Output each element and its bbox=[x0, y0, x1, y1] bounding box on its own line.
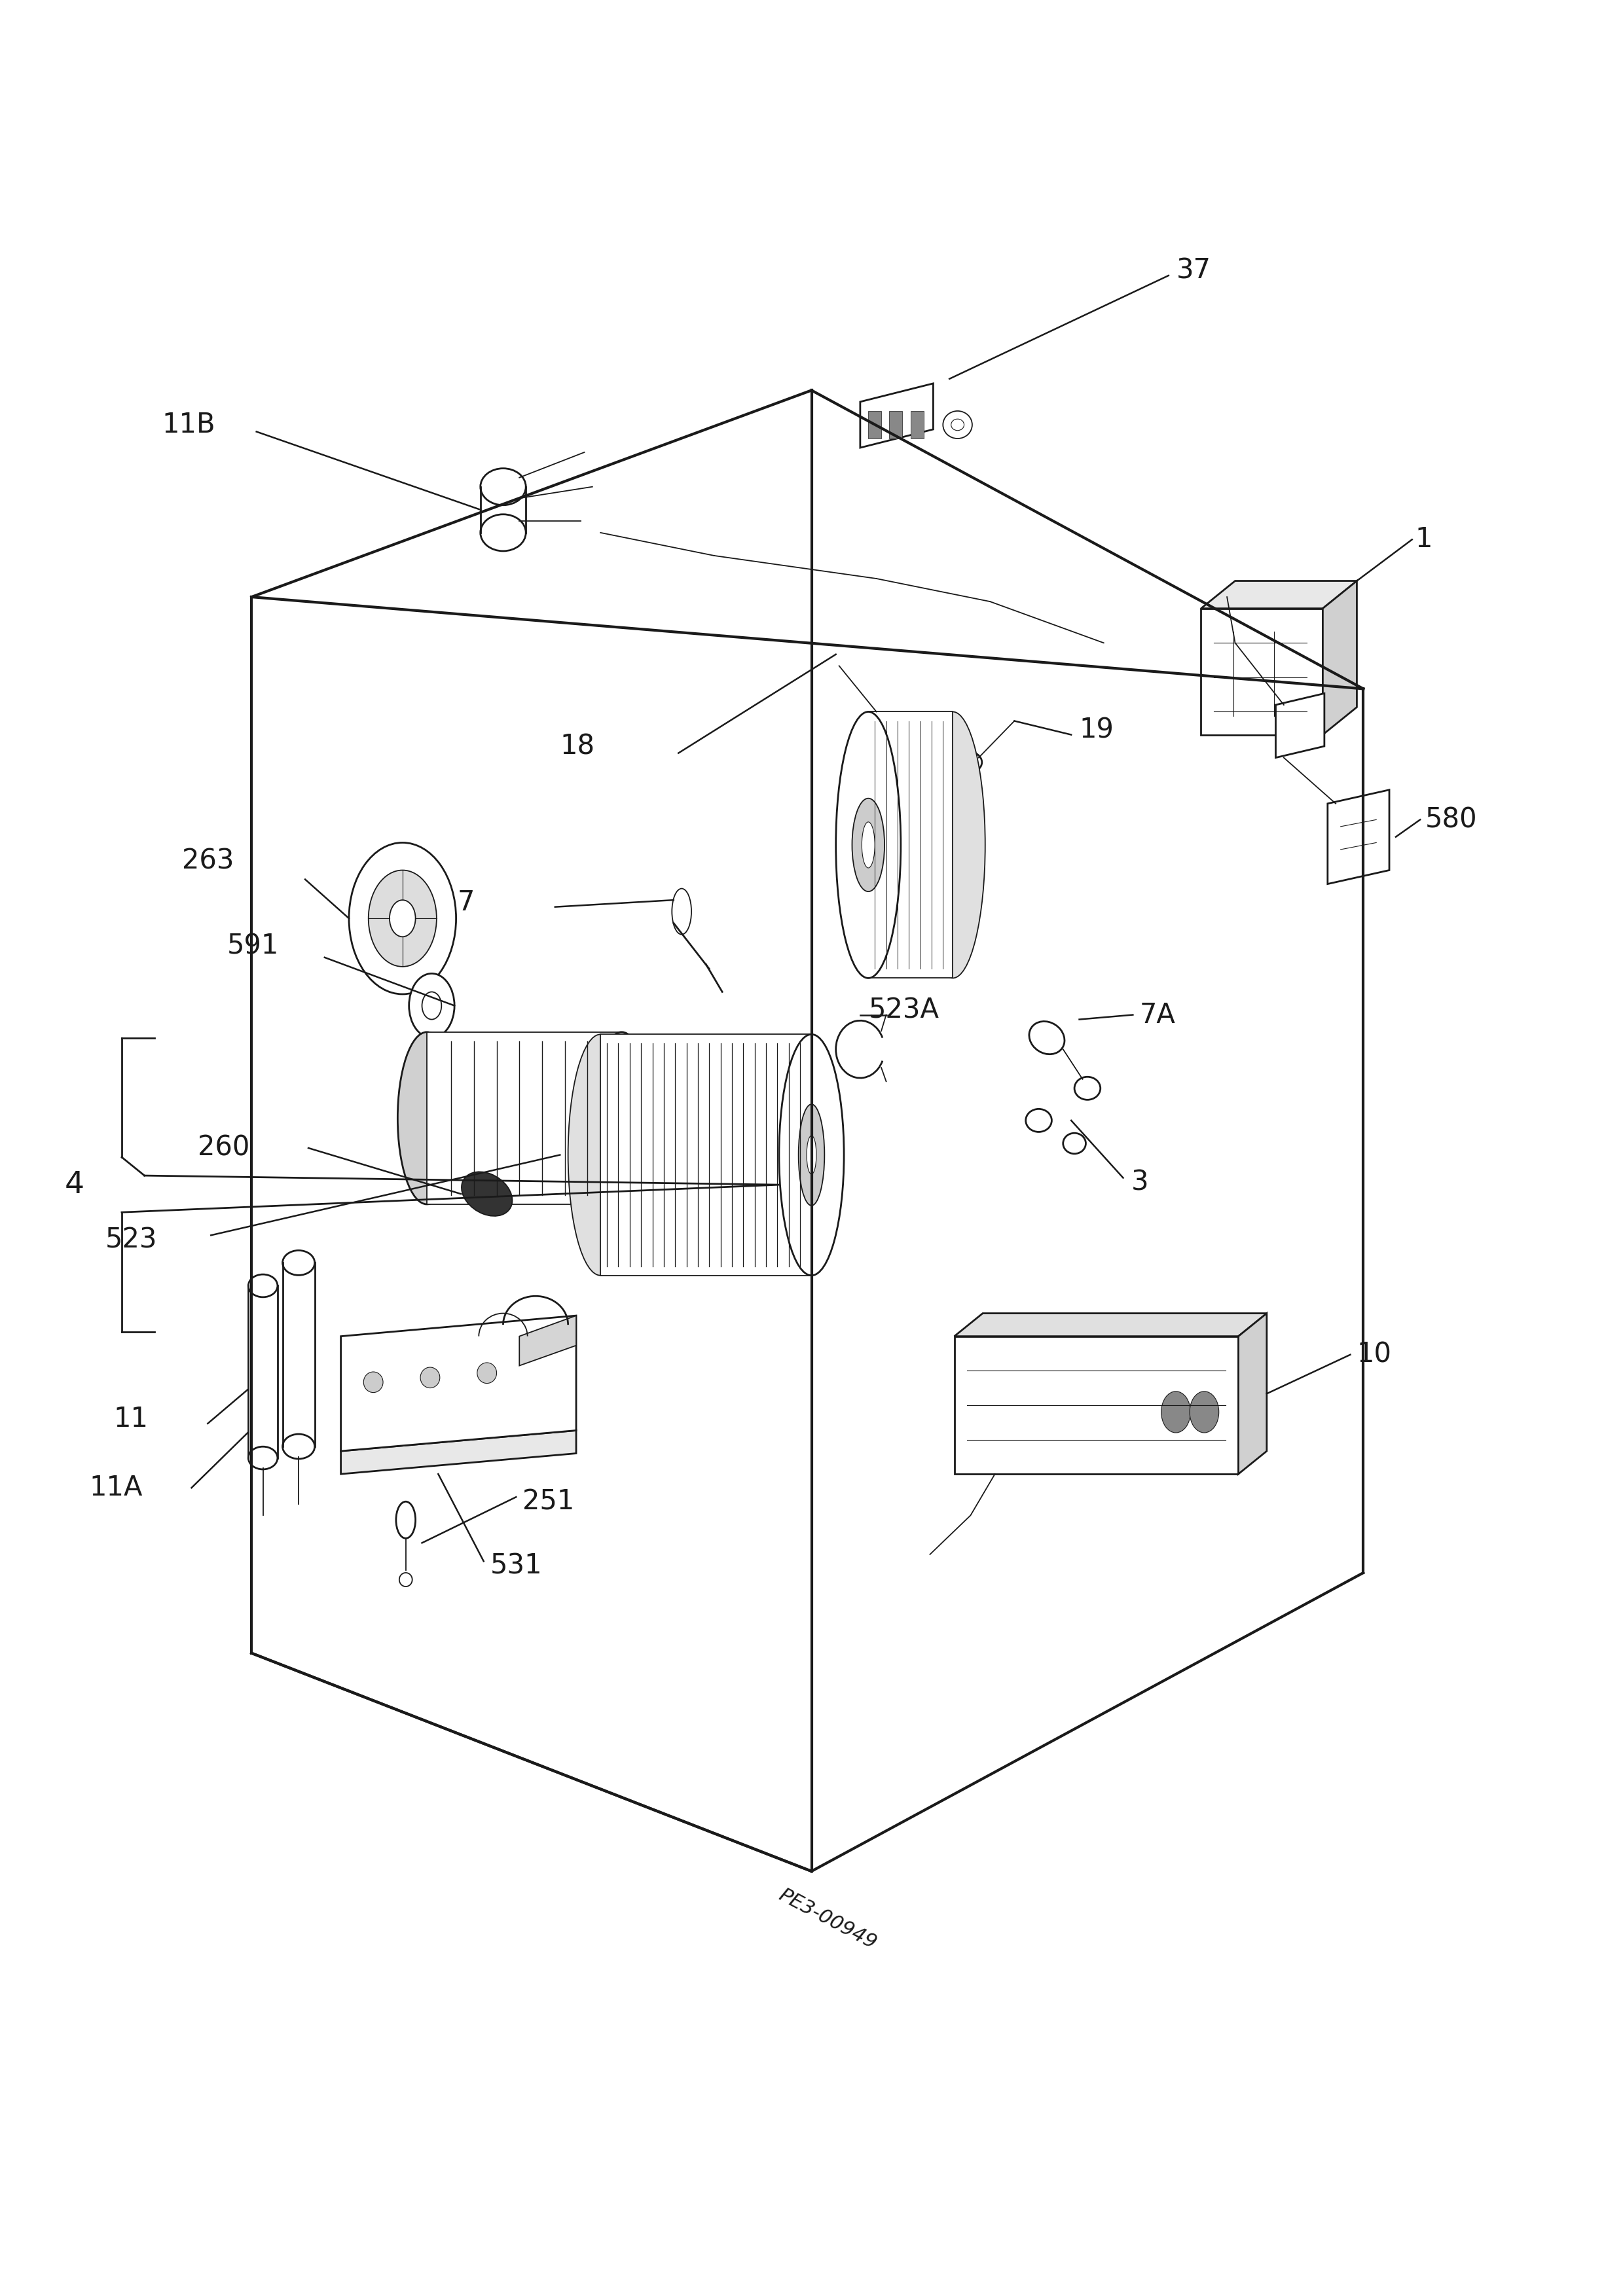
Text: 260: 260 bbox=[198, 1134, 250, 1162]
Ellipse shape bbox=[248, 1274, 278, 1297]
Polygon shape bbox=[860, 383, 933, 448]
Ellipse shape bbox=[949, 751, 982, 774]
Text: 37: 37 bbox=[1177, 257, 1211, 285]
Ellipse shape bbox=[852, 799, 885, 891]
Ellipse shape bbox=[779, 1033, 844, 1277]
Polygon shape bbox=[341, 1316, 576, 1451]
Ellipse shape bbox=[592, 1033, 651, 1203]
Polygon shape bbox=[427, 1033, 622, 1203]
Text: 19: 19 bbox=[1079, 716, 1113, 744]
Ellipse shape bbox=[398, 1033, 456, 1203]
Bar bbox=[868, 411, 881, 439]
Polygon shape bbox=[868, 712, 953, 978]
Ellipse shape bbox=[420, 1366, 440, 1387]
Ellipse shape bbox=[1026, 1109, 1052, 1132]
Ellipse shape bbox=[282, 1251, 315, 1274]
Ellipse shape bbox=[1063, 1132, 1086, 1153]
Text: PE3-00949: PE3-00949 bbox=[776, 1885, 880, 1954]
Circle shape bbox=[409, 974, 454, 1038]
Text: 11A: 11A bbox=[89, 1474, 143, 1502]
Circle shape bbox=[349, 843, 456, 994]
Polygon shape bbox=[1238, 1313, 1266, 1474]
Ellipse shape bbox=[568, 1033, 633, 1277]
Ellipse shape bbox=[1074, 1077, 1100, 1100]
Text: 580: 580 bbox=[1425, 806, 1477, 833]
Ellipse shape bbox=[248, 1446, 278, 1469]
Text: 591: 591 bbox=[227, 932, 279, 960]
Ellipse shape bbox=[607, 1070, 636, 1166]
Text: 11: 11 bbox=[114, 1405, 148, 1433]
Text: 1: 1 bbox=[1415, 526, 1433, 553]
Polygon shape bbox=[341, 1430, 576, 1474]
Polygon shape bbox=[954, 1336, 1238, 1474]
Ellipse shape bbox=[480, 514, 526, 551]
Circle shape bbox=[1190, 1391, 1219, 1433]
Ellipse shape bbox=[364, 1371, 383, 1391]
Ellipse shape bbox=[943, 411, 972, 439]
Ellipse shape bbox=[396, 1502, 415, 1538]
Ellipse shape bbox=[1029, 1022, 1065, 1054]
Ellipse shape bbox=[799, 1104, 824, 1205]
Text: 3: 3 bbox=[1131, 1169, 1149, 1196]
Text: 7: 7 bbox=[458, 889, 476, 916]
Text: 251: 251 bbox=[523, 1488, 575, 1515]
Bar bbox=[911, 411, 923, 439]
Text: 4: 4 bbox=[65, 1171, 84, 1199]
Ellipse shape bbox=[862, 822, 875, 868]
Text: 7A: 7A bbox=[1139, 1001, 1175, 1029]
Polygon shape bbox=[1201, 608, 1323, 735]
Circle shape bbox=[422, 992, 441, 1019]
Circle shape bbox=[390, 900, 415, 937]
Text: 531: 531 bbox=[490, 1552, 542, 1580]
Polygon shape bbox=[1323, 581, 1357, 735]
Polygon shape bbox=[1276, 693, 1324, 758]
Text: 11B: 11B bbox=[162, 411, 216, 439]
Text: 523: 523 bbox=[105, 1226, 157, 1254]
Circle shape bbox=[368, 870, 437, 967]
Polygon shape bbox=[1201, 581, 1357, 608]
Ellipse shape bbox=[480, 468, 526, 505]
Polygon shape bbox=[601, 1033, 812, 1277]
Ellipse shape bbox=[836, 712, 901, 978]
Text: 18: 18 bbox=[560, 732, 594, 760]
Bar bbox=[889, 411, 902, 439]
Ellipse shape bbox=[282, 1435, 315, 1458]
Ellipse shape bbox=[920, 712, 985, 978]
Circle shape bbox=[1160, 1391, 1190, 1433]
Polygon shape bbox=[1328, 790, 1389, 884]
Ellipse shape bbox=[807, 1137, 816, 1173]
Polygon shape bbox=[519, 1316, 576, 1366]
Text: 10: 10 bbox=[1357, 1341, 1391, 1368]
Polygon shape bbox=[954, 1313, 1266, 1336]
Text: 523A: 523A bbox=[868, 996, 940, 1024]
Ellipse shape bbox=[672, 889, 691, 934]
Text: 263: 263 bbox=[182, 847, 234, 875]
Ellipse shape bbox=[461, 1171, 513, 1217]
Ellipse shape bbox=[399, 1573, 412, 1587]
Ellipse shape bbox=[477, 1362, 497, 1382]
